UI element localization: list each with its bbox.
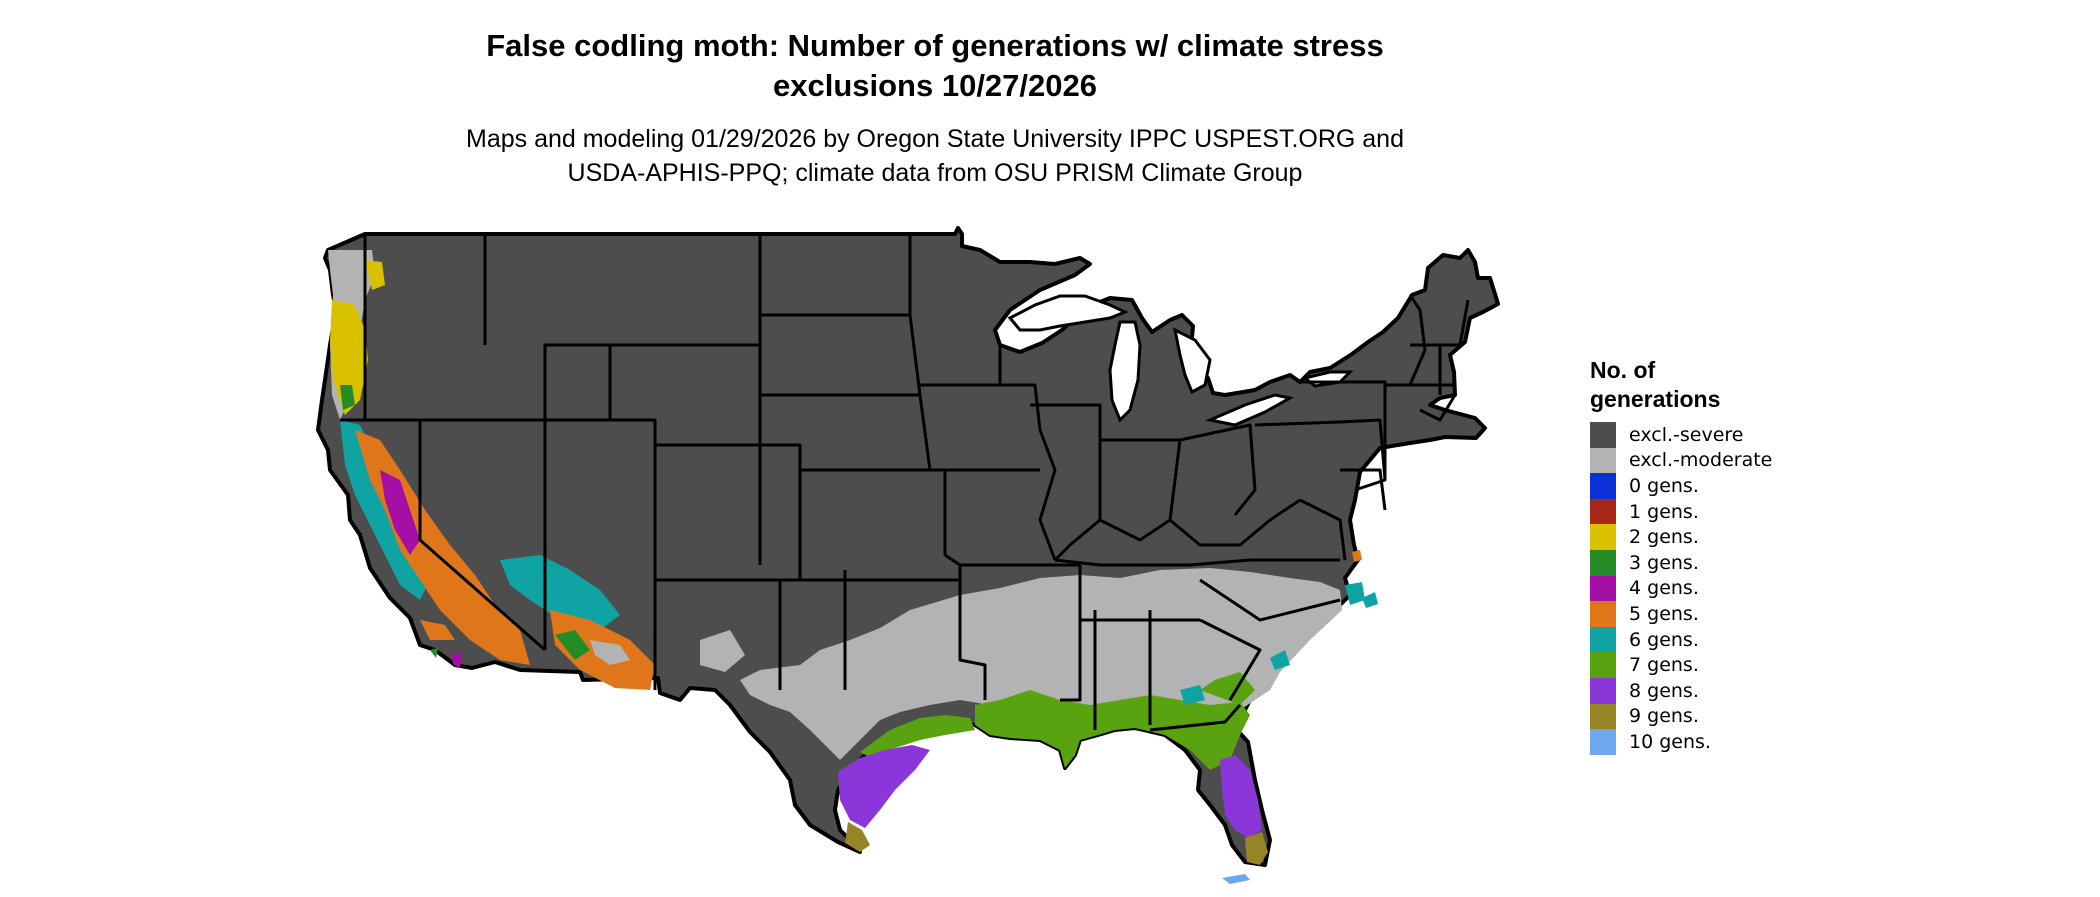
gulf-coast-7gens bbox=[975, 690, 1250, 770]
florida-8gens bbox=[1220, 755, 1262, 838]
outer-banks-6gens bbox=[1362, 592, 1378, 608]
legend-swatch bbox=[1590, 575, 1616, 602]
texas-8gens bbox=[838, 745, 930, 828]
map-title-line1: False codling moth: Number of generation… bbox=[486, 28, 1384, 63]
legend-item: 7 gens. bbox=[1590, 652, 1772, 678]
legend-item: 1 gens. bbox=[1590, 498, 1772, 525]
legend-label: 3 gens. bbox=[1629, 551, 1699, 574]
legend-label: 6 gens. bbox=[1629, 628, 1699, 651]
lake-superior bbox=[1007, 294, 1129, 332]
legend-swatch bbox=[1590, 447, 1616, 474]
legend-swatch bbox=[1590, 422, 1616, 448]
legend-swatch bbox=[1590, 626, 1616, 653]
moderate-exclusion-patch bbox=[700, 630, 745, 672]
legend-item: 10 gens. bbox=[1590, 729, 1772, 755]
legend-swatch bbox=[1590, 703, 1616, 730]
legend: No. of generations excl.-severe excl.-mod… bbox=[1590, 356, 1772, 755]
legend-items: excl.-severe excl.-moderate 0 gens. 1 gens.… bbox=[1590, 422, 1772, 755]
legend-label: 7 gens. bbox=[1629, 654, 1699, 677]
legend-label: 9 gens. bbox=[1629, 705, 1699, 728]
legend-swatch bbox=[1590, 601, 1616, 627]
legend-label: excl.-moderate bbox=[1629, 449, 1773, 472]
legend-item: 6 gens. bbox=[1590, 626, 1772, 653]
map-subtitle-line1: Maps and modeling 01/29/2026 by Oregon S… bbox=[466, 125, 1404, 153]
lake-michigan bbox=[1108, 320, 1142, 423]
legend-item: 8 gens. bbox=[1590, 677, 1772, 704]
map-title-line2: exclusions 10/27/2026 bbox=[772, 68, 1097, 103]
map-subtitle-line2: USDA-APHIS-PPQ; climate data from OSU PR… bbox=[567, 159, 1303, 187]
channel-islands-4gens bbox=[452, 652, 462, 668]
state-borders bbox=[340, 234, 1470, 732]
legend-item: excl.-moderate bbox=[1590, 447, 1773, 474]
legend-label: 1 gens. bbox=[1629, 500, 1699, 523]
island-3gens bbox=[430, 648, 438, 658]
florida-9gens bbox=[1245, 832, 1268, 865]
legend-title: No. of generations bbox=[1590, 356, 1772, 414]
legend-label: 0 gens. bbox=[1629, 474, 1699, 497]
coastal-6gens-1 bbox=[1180, 685, 1205, 705]
texas-coast-7gens bbox=[860, 715, 975, 760]
legend-swatch bbox=[1590, 524, 1616, 550]
legend-label: 2 gens. bbox=[1629, 526, 1699, 549]
legend-item: excl.-severe bbox=[1590, 422, 1772, 448]
legend-swatch bbox=[1590, 729, 1616, 755]
chesapeake-5gens bbox=[1352, 550, 1362, 562]
moderate-exclusion-south bbox=[740, 568, 1342, 760]
lake-huron bbox=[1172, 327, 1212, 395]
legend-label: 4 gens. bbox=[1629, 577, 1699, 600]
legend-item: 2 gens. bbox=[1590, 524, 1772, 550]
legend-title-line2: generations bbox=[1590, 386, 1721, 412]
legend-swatch bbox=[1590, 549, 1616, 576]
keys-10gens bbox=[1222, 874, 1250, 884]
map-subtitle: Maps and modeling 01/29/2026 by Oregon S… bbox=[390, 122, 1480, 190]
legend-item: 4 gens. bbox=[1590, 575, 1772, 602]
legend-swatch bbox=[1590, 677, 1616, 704]
oregon-coast-2gens bbox=[330, 300, 368, 415]
oregon-3gens bbox=[340, 385, 355, 410]
legend-item: 5 gens. bbox=[1590, 601, 1772, 627]
legend-item: 9 gens. bbox=[1590, 703, 1772, 730]
texas-9gens bbox=[845, 822, 870, 852]
california-4gens bbox=[380, 470, 420, 555]
legend-item: 3 gens. bbox=[1590, 549, 1772, 576]
legend-label: 10 gens. bbox=[1629, 730, 1711, 753]
coastal-6gens-3 bbox=[1270, 650, 1290, 670]
legend-label: excl.-severe bbox=[1629, 423, 1744, 446]
socal-5gens bbox=[420, 620, 455, 640]
legend-swatch bbox=[1590, 498, 1616, 525]
legend-swatch bbox=[1590, 473, 1616, 499]
coastal-6gens-2 bbox=[1345, 582, 1365, 605]
legend-item: 0 gens. bbox=[1590, 473, 1772, 499]
legend-swatch bbox=[1590, 652, 1616, 678]
north-coast-2gens bbox=[365, 260, 385, 290]
lake-erie bbox=[1204, 393, 1295, 427]
legend-title-line1: No. of bbox=[1590, 357, 1656, 383]
legend-label: 5 gens. bbox=[1629, 602, 1699, 625]
nevada-6gens bbox=[500, 555, 620, 630]
arizona-moderate bbox=[590, 640, 630, 665]
arizona-3gens bbox=[555, 630, 590, 660]
map-title: False codling moth: Number of generation… bbox=[390, 26, 1480, 106]
legend-label: 8 gens. bbox=[1629, 679, 1699, 702]
